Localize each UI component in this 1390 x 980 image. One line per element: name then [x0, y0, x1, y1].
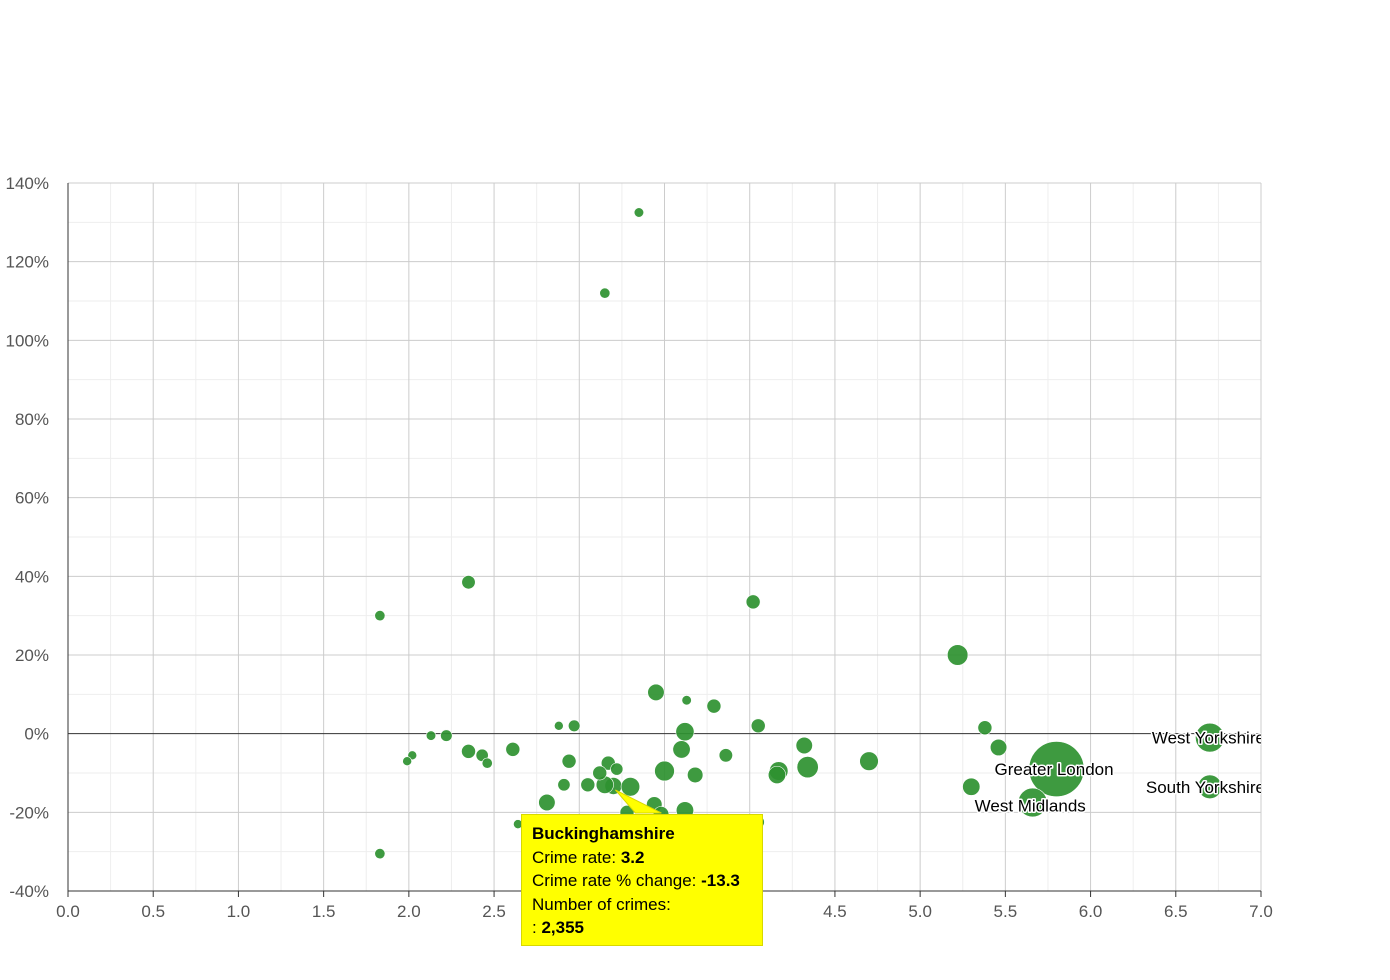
bubble	[554, 720, 564, 731]
tooltip-crime-rate-value: 3.2	[620, 847, 645, 867]
bubble	[1195, 722, 1225, 753]
tooltip-pointer	[614, 789, 662, 814]
x-tick-label: 1.5	[312, 902, 336, 921]
tooltip-crime-rate: Crime rate: 3.2	[532, 846, 752, 870]
bubble	[687, 766, 704, 784]
bubble	[767, 765, 787, 784]
bubble	[461, 575, 476, 590]
bubble	[962, 777, 981, 796]
bubble	[859, 751, 879, 771]
bubble	[580, 777, 596, 793]
bubble	[718, 748, 733, 763]
bubble	[461, 744, 476, 759]
x-tick-label: 0.5	[141, 902, 165, 921]
bubble	[440, 729, 453, 742]
bubble	[620, 777, 641, 797]
bubble	[1197, 774, 1223, 799]
y-tick-label: 20%	[15, 646, 49, 665]
bubble	[1017, 787, 1048, 818]
bubble	[568, 719, 581, 732]
tooltip-change: Crime rate % change: -13.3	[532, 869, 752, 893]
x-tick-label: 5.5	[994, 902, 1018, 921]
bubble	[796, 756, 819, 779]
y-axis-tick-labels: -40% -20% 0% 20% 40% 60% 80% 100% 120% 140%	[6, 174, 49, 901]
bubble	[750, 718, 766, 734]
bubble-label: West Midlands	[975, 797, 1086, 816]
tooltip-crimes-value: 2,355	[541, 918, 585, 937]
y-tick-label: 0%	[24, 725, 49, 744]
bubble	[505, 742, 521, 757]
bubble	[402, 756, 412, 767]
bubble-label: Greater London	[994, 760, 1113, 779]
bubble-label: West Yorkshire	[1152, 729, 1265, 748]
bubble	[675, 722, 695, 742]
bubble	[633, 207, 645, 218]
y-tick-label: -40%	[9, 882, 49, 901]
x-tick-label: 0.0	[56, 902, 80, 921]
tooltip-crimes-prefix: :	[532, 918, 537, 937]
bubble	[647, 683, 665, 701]
x-tick-label: 6.0	[1079, 902, 1103, 921]
bubble	[599, 287, 611, 299]
x-tick-label: 2.0	[397, 902, 421, 921]
bubble	[977, 720, 993, 736]
tooltip-crime-rate-label: Crime rate:	[532, 847, 617, 867]
y-tick-label: 40%	[15, 567, 49, 586]
tooltip-crimes-label: Number of crimes:	[532, 894, 671, 914]
bubble	[538, 793, 556, 812]
tooltip-change-label: Crime rate % change:	[532, 871, 697, 890]
y-tick-label: 140%	[6, 174, 49, 193]
bubble	[374, 848, 386, 860]
tooltip-change-value: -13.3	[701, 871, 740, 890]
bubble	[947, 644, 969, 666]
tooltip-title: Buckinghamshire	[532, 824, 675, 843]
x-tick-label: 7.0	[1249, 902, 1273, 921]
y-tick-label: -20%	[9, 803, 49, 822]
tooltip-crimes: : 2,355	[532, 916, 752, 940]
bubble	[592, 765, 608, 781]
bubble	[557, 778, 571, 792]
y-tick-label: 60%	[15, 489, 49, 508]
bubble-labels: West Midlands Greater London West Yorkshir…	[973, 727, 1265, 817]
y-tick-label: 100%	[6, 331, 49, 350]
bubble	[681, 695, 692, 706]
y-tick-label: 120%	[6, 253, 49, 272]
bubble	[425, 730, 437, 741]
tooltip-pointer-arrow	[614, 789, 662, 814]
x-tick-label: 5.0	[908, 902, 932, 921]
x-tick-label: 4.5	[823, 902, 847, 921]
bubble	[610, 762, 624, 776]
bubble	[1028, 741, 1085, 797]
x-tick-label: 1.0	[227, 902, 251, 921]
bubble	[481, 757, 493, 769]
bubble-label: South Yorkshire	[1146, 778, 1265, 797]
bubble	[561, 753, 577, 769]
bubble	[672, 740, 691, 759]
bubble	[706, 698, 722, 714]
bubble	[989, 738, 1008, 757]
bubble	[654, 760, 675, 782]
x-tick-label: 6.5	[1164, 902, 1188, 921]
tooltip: Buckinghamshire Crime rate: 3.2 Crime ra…	[521, 814, 763, 946]
bubble	[745, 594, 761, 610]
bubbles	[374, 207, 1225, 860]
bubble	[795, 736, 813, 755]
bubble	[374, 610, 386, 622]
x-tick-label: 2.5	[482, 902, 506, 921]
y-tick-label: 80%	[15, 410, 49, 429]
